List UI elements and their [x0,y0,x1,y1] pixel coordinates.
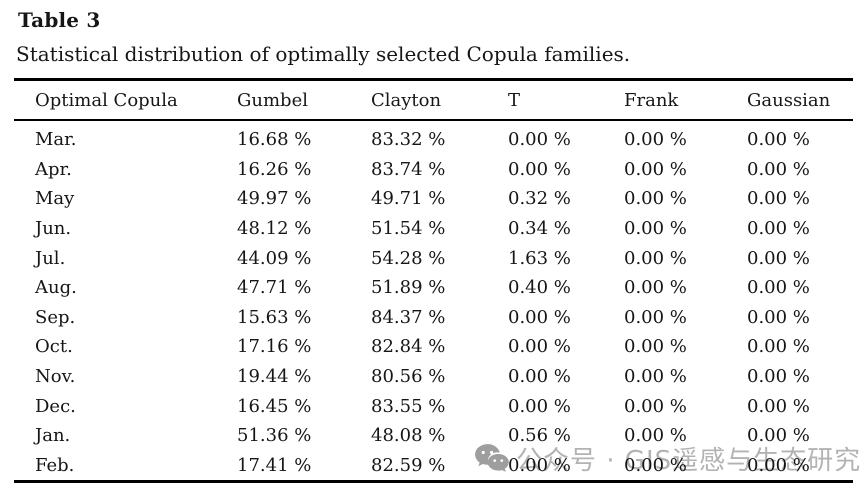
row-month: Oct. [35,336,73,358]
table-row: Feb. 17.41 % 82.59 % 0.00 % 0.00 % 0.00 … [14,451,853,482]
row-month: Jan. [35,425,71,447]
cell-gumbel: 44.09 % [237,247,312,269]
cell-clayton: 82.84 % [371,336,446,358]
cell-t: 0.00 % [508,129,571,151]
cell-gaussian: 0.00 % [747,277,810,299]
cell-t: 0.00 % [508,366,571,388]
table-number-title: Table 3 [18,8,101,32]
cell-clayton: 80.56 % [371,366,446,388]
cell-clayton: 49.71 % [371,188,446,210]
table-row: Jun. 48.12 % 51.54 % 0.34 % 0.00 % 0.00 … [14,214,853,244]
row-month: Sep. [35,306,76,328]
cell-frank: 0.00 % [624,395,687,417]
cell-gaussian: 0.00 % [747,247,810,269]
cell-clayton: 51.89 % [371,277,446,299]
table-row: Dec. 16.45 % 83.55 % 0.00 % 0.00 % 0.00 … [14,391,853,421]
cell-t: 0.00 % [508,158,571,180]
cell-gaussian: 0.00 % [747,454,810,476]
cell-t: 0.00 % [508,336,571,358]
cell-gaussian: 0.00 % [747,306,810,328]
cell-gaussian: 0.00 % [747,129,810,151]
cell-frank: 0.00 % [624,425,687,447]
row-month: Mar. [35,129,77,151]
cell-gaussian: 0.00 % [747,395,810,417]
cell-gumbel: 48.12 % [237,218,312,240]
cell-clayton: 48.08 % [371,425,446,447]
cell-gaussian: 0.00 % [747,218,810,240]
cell-gumbel: 17.41 % [237,454,312,476]
column-header-frank: Frank [624,79,747,121]
cell-frank: 0.00 % [624,306,687,328]
table-header-row: Optimal Copula Gumbel Clayton T Frank Ga… [14,79,853,121]
cell-frank: 0.00 % [624,188,687,210]
cell-gumbel: 19.44 % [237,366,312,388]
cell-gaussian: 0.00 % [747,158,810,180]
cell-t: 0.40 % [508,277,571,299]
table-caption: Statistical distribution of optimally se… [16,42,631,66]
table-row: Apr. 16.26 % 83.74 % 0.00 % 0.00 % 0.00 … [14,155,853,185]
column-header-clayton: Clayton [371,79,508,121]
table-row: Oct. 17.16 % 82.84 % 0.00 % 0.00 % 0.00 … [14,332,853,362]
row-month: Nov. [35,366,76,388]
cell-t: 0.00 % [508,454,571,476]
cell-frank: 0.00 % [624,366,687,388]
row-month: Apr. [35,158,72,180]
cell-gaussian: 0.00 % [747,188,810,210]
column-header-t: T [508,79,624,121]
row-month: Jun. [35,218,72,240]
cell-gaussian: 0.00 % [747,336,810,358]
cell-clayton: 54.28 % [371,247,446,269]
row-month: Aug. [35,277,77,299]
column-header-optimal-copula: Optimal Copula [14,79,237,121]
cell-clayton: 83.74 % [371,158,446,180]
table-row: Jan. 51.36 % 48.08 % 0.56 % 0.00 % 0.00 … [14,421,853,451]
cell-frank: 0.00 % [624,158,687,180]
row-month: May [35,188,75,210]
row-month: Jul. [35,247,66,269]
table-row: Mar. 16.68 % 83.32 % 0.00 % 0.00 % 0.00 … [14,120,853,155]
cell-gumbel: 16.45 % [237,395,312,417]
cell-frank: 0.00 % [624,277,687,299]
cell-frank: 0.00 % [624,129,687,151]
cell-frank: 0.00 % [624,247,687,269]
cell-gumbel: 17.16 % [237,336,312,358]
cell-t: 0.00 % [508,395,571,417]
cell-t: 0.56 % [508,425,571,447]
cell-gumbel: 49.97 % [237,188,312,210]
copula-distribution-table: Optimal Copula Gumbel Clayton T Frank Ga… [14,78,853,484]
row-month: Feb. [35,454,75,476]
cell-t: 0.34 % [508,218,571,240]
table-row: Aug. 47.71 % 51.89 % 0.40 % 0.00 % 0.00 … [14,273,853,303]
column-header-gaussian: Gaussian [747,79,853,121]
table-row: Jul. 44.09 % 54.28 % 1.63 % 0.00 % 0.00 … [14,243,853,273]
cell-t: 0.32 % [508,188,571,210]
cell-gumbel: 16.68 % [237,129,312,151]
table-row: Nov. 19.44 % 80.56 % 0.00 % 0.00 % 0.00 … [14,362,853,392]
cell-gumbel: 51.36 % [237,425,312,447]
cell-gumbel: 15.63 % [237,306,312,328]
cell-gaussian: 0.00 % [747,366,810,388]
table-row: Sep. 15.63 % 84.37 % 0.00 % 0.00 % 0.00 … [14,303,853,333]
row-month: Dec. [35,395,76,417]
cell-gumbel: 16.26 % [237,158,312,180]
cell-clayton: 51.54 % [371,218,446,240]
cell-t: 1.63 % [508,247,571,269]
cell-frank: 0.00 % [624,336,687,358]
cell-clayton: 84.37 % [371,306,446,328]
column-header-gumbel: Gumbel [237,79,371,121]
cell-gumbel: 47.71 % [237,277,312,299]
cell-clayton: 82.59 % [371,454,446,476]
cell-t: 0.00 % [508,306,571,328]
cell-frank: 0.00 % [624,454,687,476]
cell-frank: 0.00 % [624,218,687,240]
cell-clayton: 83.32 % [371,129,446,151]
cell-gaussian: 0.00 % [747,425,810,447]
table-row: May 49.97 % 49.71 % 0.32 % 0.00 % 0.00 % [14,184,853,214]
cell-clayton: 83.55 % [371,395,446,417]
